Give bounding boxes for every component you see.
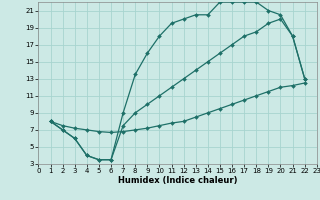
X-axis label: Humidex (Indice chaleur): Humidex (Indice chaleur) [118,176,237,185]
